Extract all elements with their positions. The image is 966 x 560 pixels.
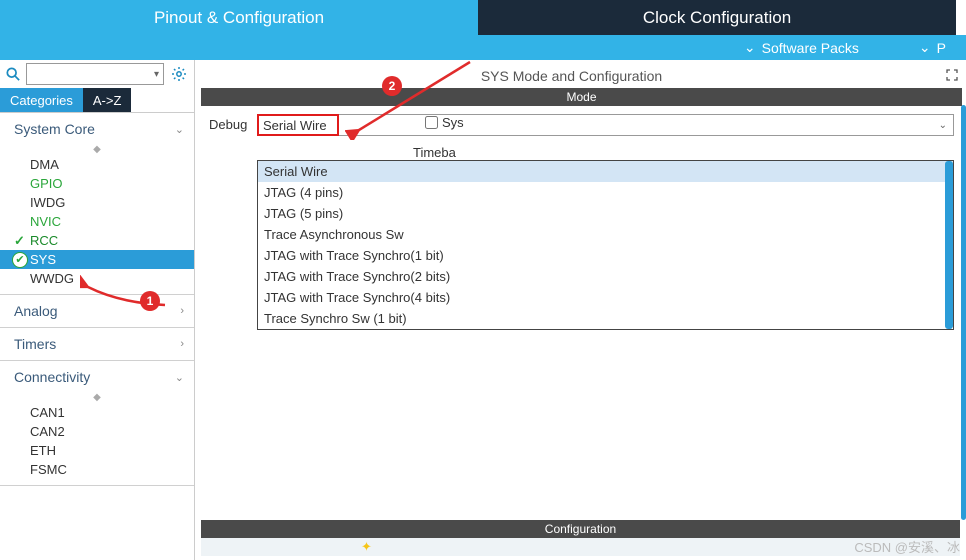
config-block: Configuration ✦: [201, 520, 960, 556]
debug-value-highlight[interactable]: Serial Wire: [257, 114, 339, 136]
software-packs-menu[interactable]: ⌄ Software Packs: [744, 39, 859, 56]
sidebar-item-dma[interactable]: DMA: [0, 155, 194, 174]
right-panel: SYS Mode and Configuration Mode Debug ⌄ …: [195, 60, 966, 560]
dropdown-option[interactable]: JTAG with Trace Synchro(1 bit): [258, 245, 953, 266]
maximize-icon[interactable]: [942, 69, 962, 84]
section-title: Timers: [14, 336, 56, 352]
dropdown-option[interactable]: JTAG with Trace Synchro(4 bits): [258, 287, 953, 308]
main-area: ▾ Categories A->Z System Core ⌄ ◆ DMA GP…: [0, 60, 966, 560]
sub-bar: ⌄ Software Packs ⌄ P: [0, 35, 966, 60]
mode-header: Mode: [201, 88, 962, 106]
sidebar-item-can2[interactable]: CAN2: [0, 422, 194, 441]
chevron-down-icon: ⌄: [744, 39, 756, 56]
sidebar-item-eth[interactable]: ETH: [0, 441, 194, 460]
chevron-right-icon: ›: [180, 305, 184, 317]
mode-title-row: SYS Mode and Configuration: [201, 64, 962, 88]
debug-row: Debug ⌄ Serial Wire Serial Wire JTAG (4 …: [209, 114, 954, 330]
category-tab-bar: Categories A->Z: [0, 88, 194, 112]
extra-label: P: [937, 40, 946, 56]
tab-categories[interactable]: Categories: [0, 88, 83, 112]
section-header-connectivity[interactable]: Connectivity ⌄: [0, 361, 194, 393]
warning-icon: ✦: [361, 539, 372, 555]
debug-dropdown: Serial Wire JTAG (4 pins) JTAG (5 pins) …: [257, 160, 954, 330]
sidebar-item-nvic[interactable]: NVIC: [0, 212, 194, 231]
dropdown-option[interactable]: Trace Asynchronous Sw: [258, 224, 953, 245]
chevron-down-icon: ▾: [154, 69, 159, 80]
search-icon[interactable]: [4, 67, 22, 81]
section-timers: Timers ›: [0, 328, 194, 361]
chevron-down-icon: ⌄: [939, 120, 947, 131]
software-packs-label: Software Packs: [762, 40, 859, 56]
sidebar-item-rcc[interactable]: RCC: [0, 231, 194, 250]
sidebar-item-wwdg[interactable]: WWDG: [0, 269, 194, 288]
panel-title: SYS Mode and Configuration: [201, 68, 942, 84]
sidebar-item-sys[interactable]: SYS: [0, 250, 194, 269]
syswakeup-checkbox[interactable]: [425, 116, 438, 129]
left-panel: ▾ Categories A->Z System Core ⌄ ◆ DMA GP…: [0, 60, 195, 560]
dropdown-option[interactable]: JTAG with Trace Synchro(2 bits): [258, 266, 953, 287]
sidebar-item-iwdg[interactable]: IWDG: [0, 193, 194, 212]
config-header: Configuration: [201, 520, 960, 538]
section-title: Connectivity: [14, 369, 90, 385]
section-title: System Core: [14, 121, 95, 137]
section-connectivity: Connectivity ⌄ ◆ CAN1 CAN2 ETH FSMC: [0, 361, 194, 486]
extra-menu[interactable]: ⌄ P: [919, 39, 946, 56]
syswakeup-label: Sys: [442, 115, 464, 130]
dropdown-option[interactable]: Serial Wire: [258, 161, 953, 182]
chevron-down-icon: ⌄: [175, 371, 184, 384]
dropdown-scrollbar[interactable]: [945, 161, 953, 329]
debug-combobox[interactable]: ⌄: [257, 114, 954, 136]
search-row: ▾: [0, 60, 194, 88]
sidebar-item-can1[interactable]: CAN1: [0, 403, 194, 422]
section-header-timers[interactable]: Timers ›: [0, 328, 194, 360]
dropdown-option[interactable]: JTAG (4 pins): [258, 182, 953, 203]
chevron-down-icon: ⌄: [919, 39, 931, 56]
section-title: Analog: [14, 303, 58, 319]
tab-pinout[interactable]: Pinout & Configuration: [0, 0, 478, 35]
top-tab-bar: Pinout & Configuration Clock Configurati…: [0, 0, 966, 35]
syswakeup-row: Sys: [425, 115, 464, 130]
section-header-analog[interactable]: Analog ›: [0, 295, 194, 327]
dropdown-option[interactable]: Trace Synchro Sw (1 bit): [258, 308, 953, 329]
mode-form: Debug ⌄ Serial Wire Serial Wire JTAG (4 …: [201, 106, 962, 336]
collapse-handle[interactable]: ◆: [0, 145, 194, 155]
tab-clock[interactable]: Clock Configuration: [478, 0, 956, 35]
sidebar-item-fsmc[interactable]: FSMC: [0, 460, 194, 479]
tab-spacer: [956, 0, 966, 35]
timebase-label: Timeba: [413, 145, 456, 160]
search-input[interactable]: ▾: [26, 63, 164, 85]
chevron-right-icon: ›: [180, 338, 184, 350]
debug-label: Debug: [209, 114, 257, 132]
category-list: System Core ⌄ ◆ DMA GPIO IWDG NVIC RCC S…: [0, 112, 194, 560]
section-system-core: System Core ⌄ ◆ DMA GPIO IWDG NVIC RCC S…: [0, 113, 194, 295]
section-analog: Analog ›: [0, 295, 194, 328]
chevron-down-icon: ⌄: [175, 123, 184, 136]
section-header-system-core[interactable]: System Core ⌄: [0, 113, 194, 145]
dropdown-option[interactable]: JTAG (5 pins): [258, 203, 953, 224]
sidebar-item-gpio[interactable]: GPIO: [0, 174, 194, 193]
debug-select[interactable]: ⌄ Serial Wire Serial Wire JTAG (4 pins) …: [257, 114, 954, 330]
gear-icon[interactable]: [168, 66, 190, 82]
tab-az[interactable]: A->Z: [83, 88, 132, 112]
collapse-handle[interactable]: ◆: [0, 393, 194, 403]
